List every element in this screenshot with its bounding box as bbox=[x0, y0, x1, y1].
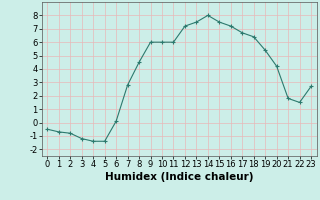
X-axis label: Humidex (Indice chaleur): Humidex (Indice chaleur) bbox=[105, 172, 253, 182]
